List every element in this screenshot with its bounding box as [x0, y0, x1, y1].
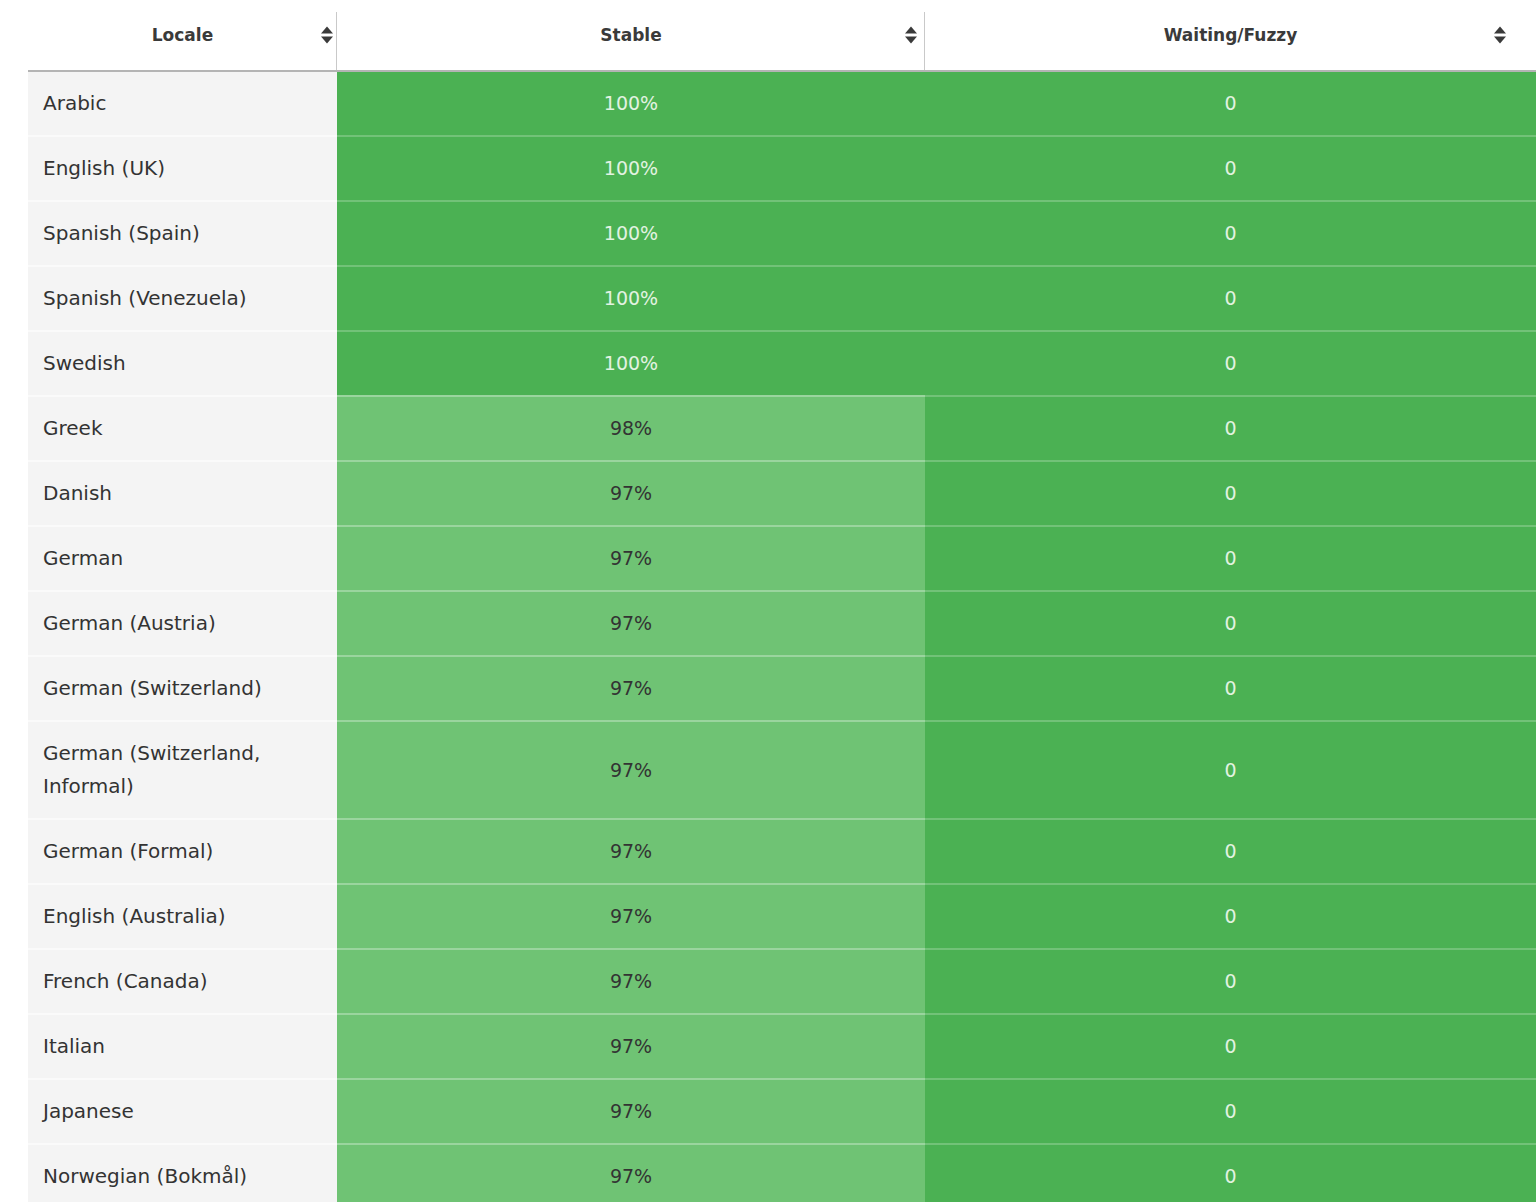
table-row: German 97% 0	[28, 525, 1536, 590]
locale-cell: Arabic	[28, 70, 337, 135]
waiting-cell: 0	[925, 330, 1536, 395]
translation-status-table: Locale Stable Waiting/Fuzzy Arabic 100% …	[28, 0, 1536, 1202]
table-body: Arabic 100% 0 English (UK) 100% 0 Spanis…	[28, 70, 1536, 1202]
stable-cell: 97%	[337, 1143, 925, 1202]
column-label: Waiting/Fuzzy	[1164, 25, 1298, 45]
locale-cell: German (Formal)	[28, 818, 337, 883]
waiting-cell: 0	[925, 525, 1536, 590]
stable-cell: 97%	[337, 525, 925, 590]
locale-cell: English (UK)	[28, 135, 337, 200]
stable-cell: 97%	[337, 655, 925, 720]
waiting-cell: 0	[925, 948, 1536, 1013]
sort-icon	[905, 27, 917, 44]
waiting-cell: 0	[925, 1143, 1536, 1202]
stable-cell: 97%	[337, 1013, 925, 1078]
table-row: Swedish 100% 0	[28, 330, 1536, 395]
locale-cell: Italian	[28, 1013, 337, 1078]
locale-cell: Greek	[28, 395, 337, 460]
table-row: Italian 97% 0	[28, 1013, 1536, 1078]
waiting-cell: 0	[925, 1078, 1536, 1143]
waiting-cell: 0	[925, 590, 1536, 655]
table-row: Arabic 100% 0	[28, 70, 1536, 135]
waiting-cell: 0	[925, 135, 1536, 200]
stable-cell: 98%	[337, 395, 925, 460]
table-row: Japanese 97% 0	[28, 1078, 1536, 1143]
locale-cell: German (Switzerland, Informal)	[28, 720, 337, 818]
waiting-cell: 0	[925, 460, 1536, 525]
stable-cell: 100%	[337, 200, 925, 265]
stable-cell: 97%	[337, 590, 925, 655]
locale-cell: German (Austria)	[28, 590, 337, 655]
table-row: Norwegian (Bokmål) 97% 0	[28, 1143, 1536, 1202]
table-row: Greek 98% 0	[28, 395, 1536, 460]
column-header-stable[interactable]: Stable	[337, 0, 925, 70]
stable-cell: 97%	[337, 720, 925, 818]
waiting-cell: 0	[925, 655, 1536, 720]
table-row: German (Switzerland, Informal) 97% 0	[28, 720, 1536, 818]
locale-cell: Japanese	[28, 1078, 337, 1143]
table-row: English (Australia) 97% 0	[28, 883, 1536, 948]
column-label: Locale	[152, 25, 213, 45]
stable-cell: 97%	[337, 460, 925, 525]
table-row: German (Switzerland) 97% 0	[28, 655, 1536, 720]
stable-cell: 100%	[337, 265, 925, 330]
stable-cell: 97%	[337, 948, 925, 1013]
table-row: Danish 97% 0	[28, 460, 1536, 525]
sort-icon	[321, 27, 333, 44]
stable-cell: 97%	[337, 883, 925, 948]
waiting-cell: 0	[925, 1013, 1536, 1078]
table-row: Spanish (Venezuela) 100% 0	[28, 265, 1536, 330]
table-row: French (Canada) 97% 0	[28, 948, 1536, 1013]
table-row: Spanish (Spain) 100% 0	[28, 200, 1536, 265]
stable-cell: 97%	[337, 1078, 925, 1143]
table-row: German (Austria) 97% 0	[28, 590, 1536, 655]
waiting-cell: 0	[925, 720, 1536, 818]
waiting-cell: 0	[925, 70, 1536, 135]
locale-cell: Spanish (Spain)	[28, 200, 337, 265]
waiting-cell: 0	[925, 200, 1536, 265]
table-row: English (UK) 100% 0	[28, 135, 1536, 200]
column-header-locale[interactable]: Locale	[28, 0, 337, 70]
stable-cell: 100%	[337, 70, 925, 135]
locale-cell: English (Australia)	[28, 883, 337, 948]
waiting-cell: 0	[925, 818, 1536, 883]
locale-cell: Swedish	[28, 330, 337, 395]
locale-cell: German	[28, 525, 337, 590]
column-label: Stable	[600, 25, 661, 45]
sort-icon	[1494, 27, 1506, 44]
locale-cell: Spanish (Venezuela)	[28, 265, 337, 330]
waiting-cell: 0	[925, 395, 1536, 460]
stable-cell: 97%	[337, 818, 925, 883]
table-header: Locale Stable Waiting/Fuzzy	[28, 0, 1536, 70]
stable-cell: 100%	[337, 135, 925, 200]
locale-cell: French (Canada)	[28, 948, 337, 1013]
locale-cell: Danish	[28, 460, 337, 525]
translation-status-widget: Locale Stable Waiting/Fuzzy Arabic 100% …	[28, 0, 1536, 1202]
stable-cell: 100%	[337, 330, 925, 395]
locale-cell: Norwegian (Bokmål)	[28, 1143, 337, 1202]
locale-cell: German (Switzerland)	[28, 655, 337, 720]
table-row: German (Formal) 97% 0	[28, 818, 1536, 883]
column-header-waiting[interactable]: Waiting/Fuzzy	[925, 0, 1536, 70]
waiting-cell: 0	[925, 883, 1536, 948]
waiting-cell: 0	[925, 265, 1536, 330]
